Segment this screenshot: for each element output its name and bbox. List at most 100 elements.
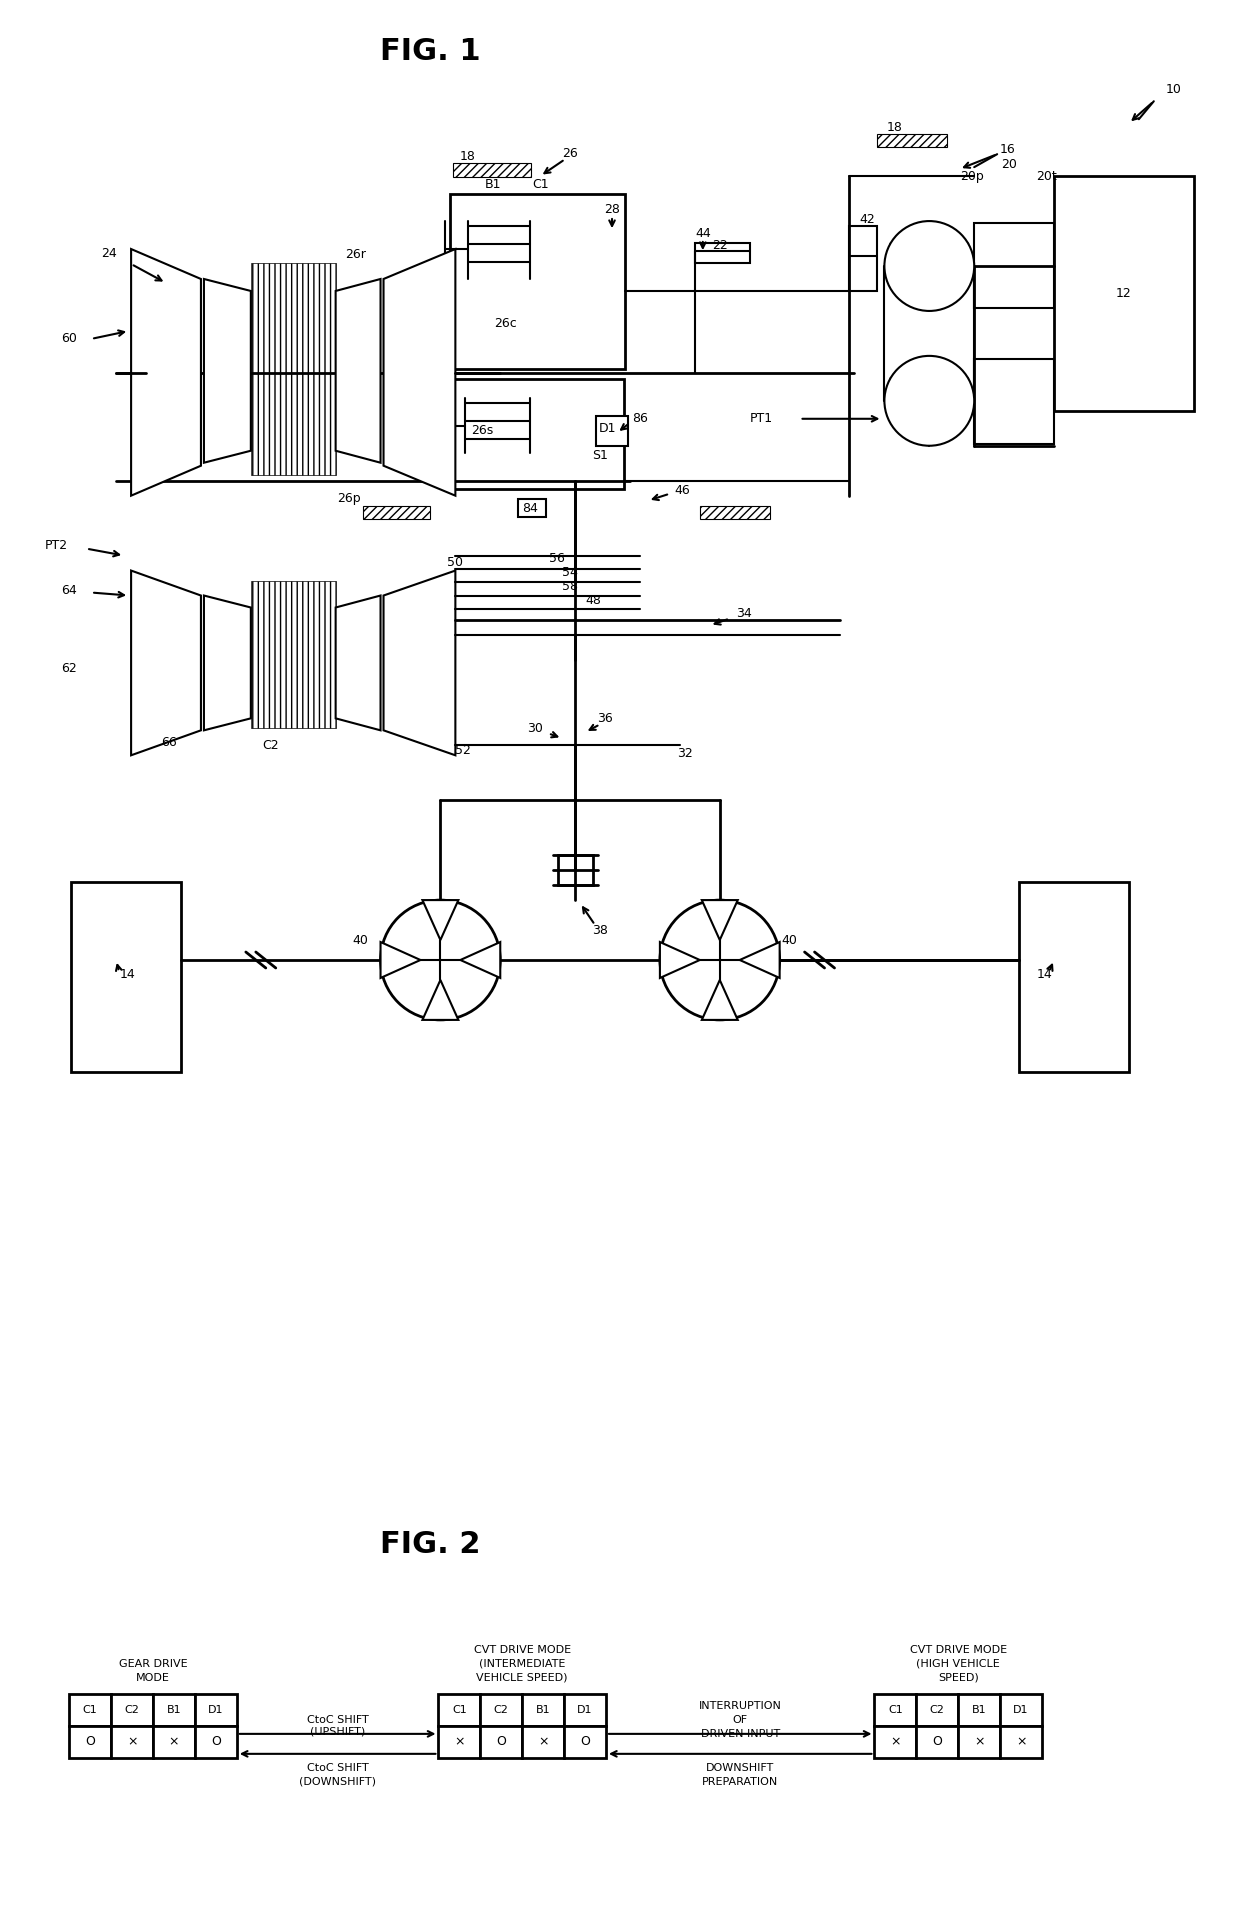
Bar [195, 1694, 237, 1726]
Bar [1019, 882, 1128, 1072]
Text: (DOWNSHIFT): (DOWNSHIFT) [299, 1776, 376, 1788]
Text: 50: 50 [448, 557, 464, 568]
Text: D1: D1 [598, 423, 616, 434]
Text: PT1: PT1 [750, 412, 774, 425]
Text: DOWNSHIFT: DOWNSHIFT [706, 1763, 774, 1772]
Text: GEAR DRIVE: GEAR DRIVE [119, 1659, 187, 1669]
Polygon shape [336, 595, 381, 731]
Text: 44: 44 [694, 226, 711, 239]
Text: FIG. 1: FIG. 1 [381, 36, 481, 65]
Bar [250, 580, 336, 729]
Text: D1: D1 [208, 1705, 223, 1715]
Text: D1: D1 [1013, 1705, 1029, 1715]
Text: CVT DRIVE MODE: CVT DRIVE MODE [474, 1644, 570, 1656]
Text: 38: 38 [593, 924, 608, 936]
Polygon shape [740, 942, 780, 978]
Bar [1001, 1726, 1042, 1757]
Bar [112, 1694, 153, 1726]
Text: C1: C1 [888, 1705, 903, 1715]
Text: (INTERMEDIATE: (INTERMEDIATE [479, 1659, 565, 1669]
Text: VEHICLE SPEED): VEHICLE SPEED) [476, 1673, 568, 1682]
Bar [596, 415, 627, 446]
Text: CVT DRIVE MODE: CVT DRIVE MODE [910, 1644, 1007, 1656]
Text: O: O [86, 1736, 95, 1747]
Text: 18: 18 [887, 121, 903, 134]
Text: 66: 66 [161, 735, 177, 748]
Text: C2: C2 [494, 1705, 508, 1715]
Text: 56: 56 [549, 551, 565, 565]
Text: 14: 14 [119, 968, 135, 982]
Bar [699, 505, 770, 519]
Text: 46: 46 [675, 484, 689, 498]
Bar [916, 1694, 959, 1726]
Text: 14: 14 [1037, 968, 1052, 982]
Text: 32: 32 [677, 746, 693, 760]
Text: 64: 64 [61, 584, 77, 597]
Text: 34: 34 [735, 607, 751, 620]
Text: D1: D1 [578, 1705, 593, 1715]
Bar [878, 134, 947, 147]
Bar [522, 1726, 564, 1757]
Text: 52: 52 [455, 745, 471, 756]
Bar [849, 226, 878, 291]
Text: MODE: MODE [136, 1673, 170, 1682]
Bar [959, 1726, 1001, 1757]
Polygon shape [460, 942, 500, 978]
Text: O: O [496, 1736, 506, 1747]
Text: C2: C2 [263, 739, 279, 752]
Text: 42: 42 [859, 212, 875, 226]
Bar [874, 1726, 916, 1757]
Bar [916, 1726, 959, 1757]
Bar [480, 1726, 522, 1757]
Bar [439, 1726, 480, 1757]
Text: (UPSHIFT): (UPSHIFT) [310, 1726, 366, 1736]
Text: ×: × [973, 1736, 985, 1747]
Text: 84: 84 [522, 501, 538, 515]
Text: C1: C1 [83, 1705, 98, 1715]
Text: 40: 40 [352, 934, 368, 947]
Bar [69, 1694, 112, 1726]
Text: ×: × [169, 1736, 180, 1747]
Polygon shape [131, 570, 201, 756]
Polygon shape [203, 595, 250, 731]
Bar [874, 1694, 916, 1726]
Text: 54: 54 [562, 567, 578, 580]
Bar [975, 224, 1054, 308]
Text: 26r: 26r [345, 247, 366, 260]
Bar [522, 1694, 564, 1726]
Text: PREPARATION: PREPARATION [702, 1776, 779, 1788]
Text: 10: 10 [1166, 82, 1182, 96]
Bar [71, 882, 181, 1072]
Text: 22: 22 [712, 239, 728, 251]
Bar [69, 1726, 112, 1757]
Text: C2: C2 [930, 1705, 945, 1715]
Bar [362, 505, 430, 519]
Polygon shape [702, 900, 738, 940]
Polygon shape [423, 900, 459, 940]
Bar [975, 358, 1054, 444]
Text: 30: 30 [527, 722, 543, 735]
Text: 20p: 20p [960, 170, 985, 182]
Text: (HIGH VEHICLE: (HIGH VEHICLE [916, 1659, 1001, 1669]
Bar [112, 1726, 153, 1757]
Bar [694, 243, 750, 262]
Bar [564, 1694, 606, 1726]
Bar [558, 856, 593, 884]
Text: DRIVEN INPUT: DRIVEN INPUT [701, 1728, 780, 1740]
Bar [1054, 176, 1194, 412]
Text: PT2: PT2 [45, 540, 68, 551]
Text: ×: × [454, 1736, 465, 1747]
Text: OF: OF [733, 1715, 748, 1725]
Circle shape [381, 900, 500, 1020]
Text: INTERRUPTION: INTERRUPTION [699, 1702, 781, 1711]
Bar [453, 379, 624, 488]
Bar [250, 262, 336, 475]
Text: 36: 36 [598, 712, 613, 725]
Text: ×: × [890, 1736, 900, 1747]
Bar [480, 1694, 522, 1726]
Text: 12: 12 [1116, 287, 1132, 300]
Text: O: O [932, 1736, 942, 1747]
Text: 26s: 26s [471, 425, 494, 436]
Circle shape [884, 222, 975, 310]
Polygon shape [660, 942, 699, 978]
